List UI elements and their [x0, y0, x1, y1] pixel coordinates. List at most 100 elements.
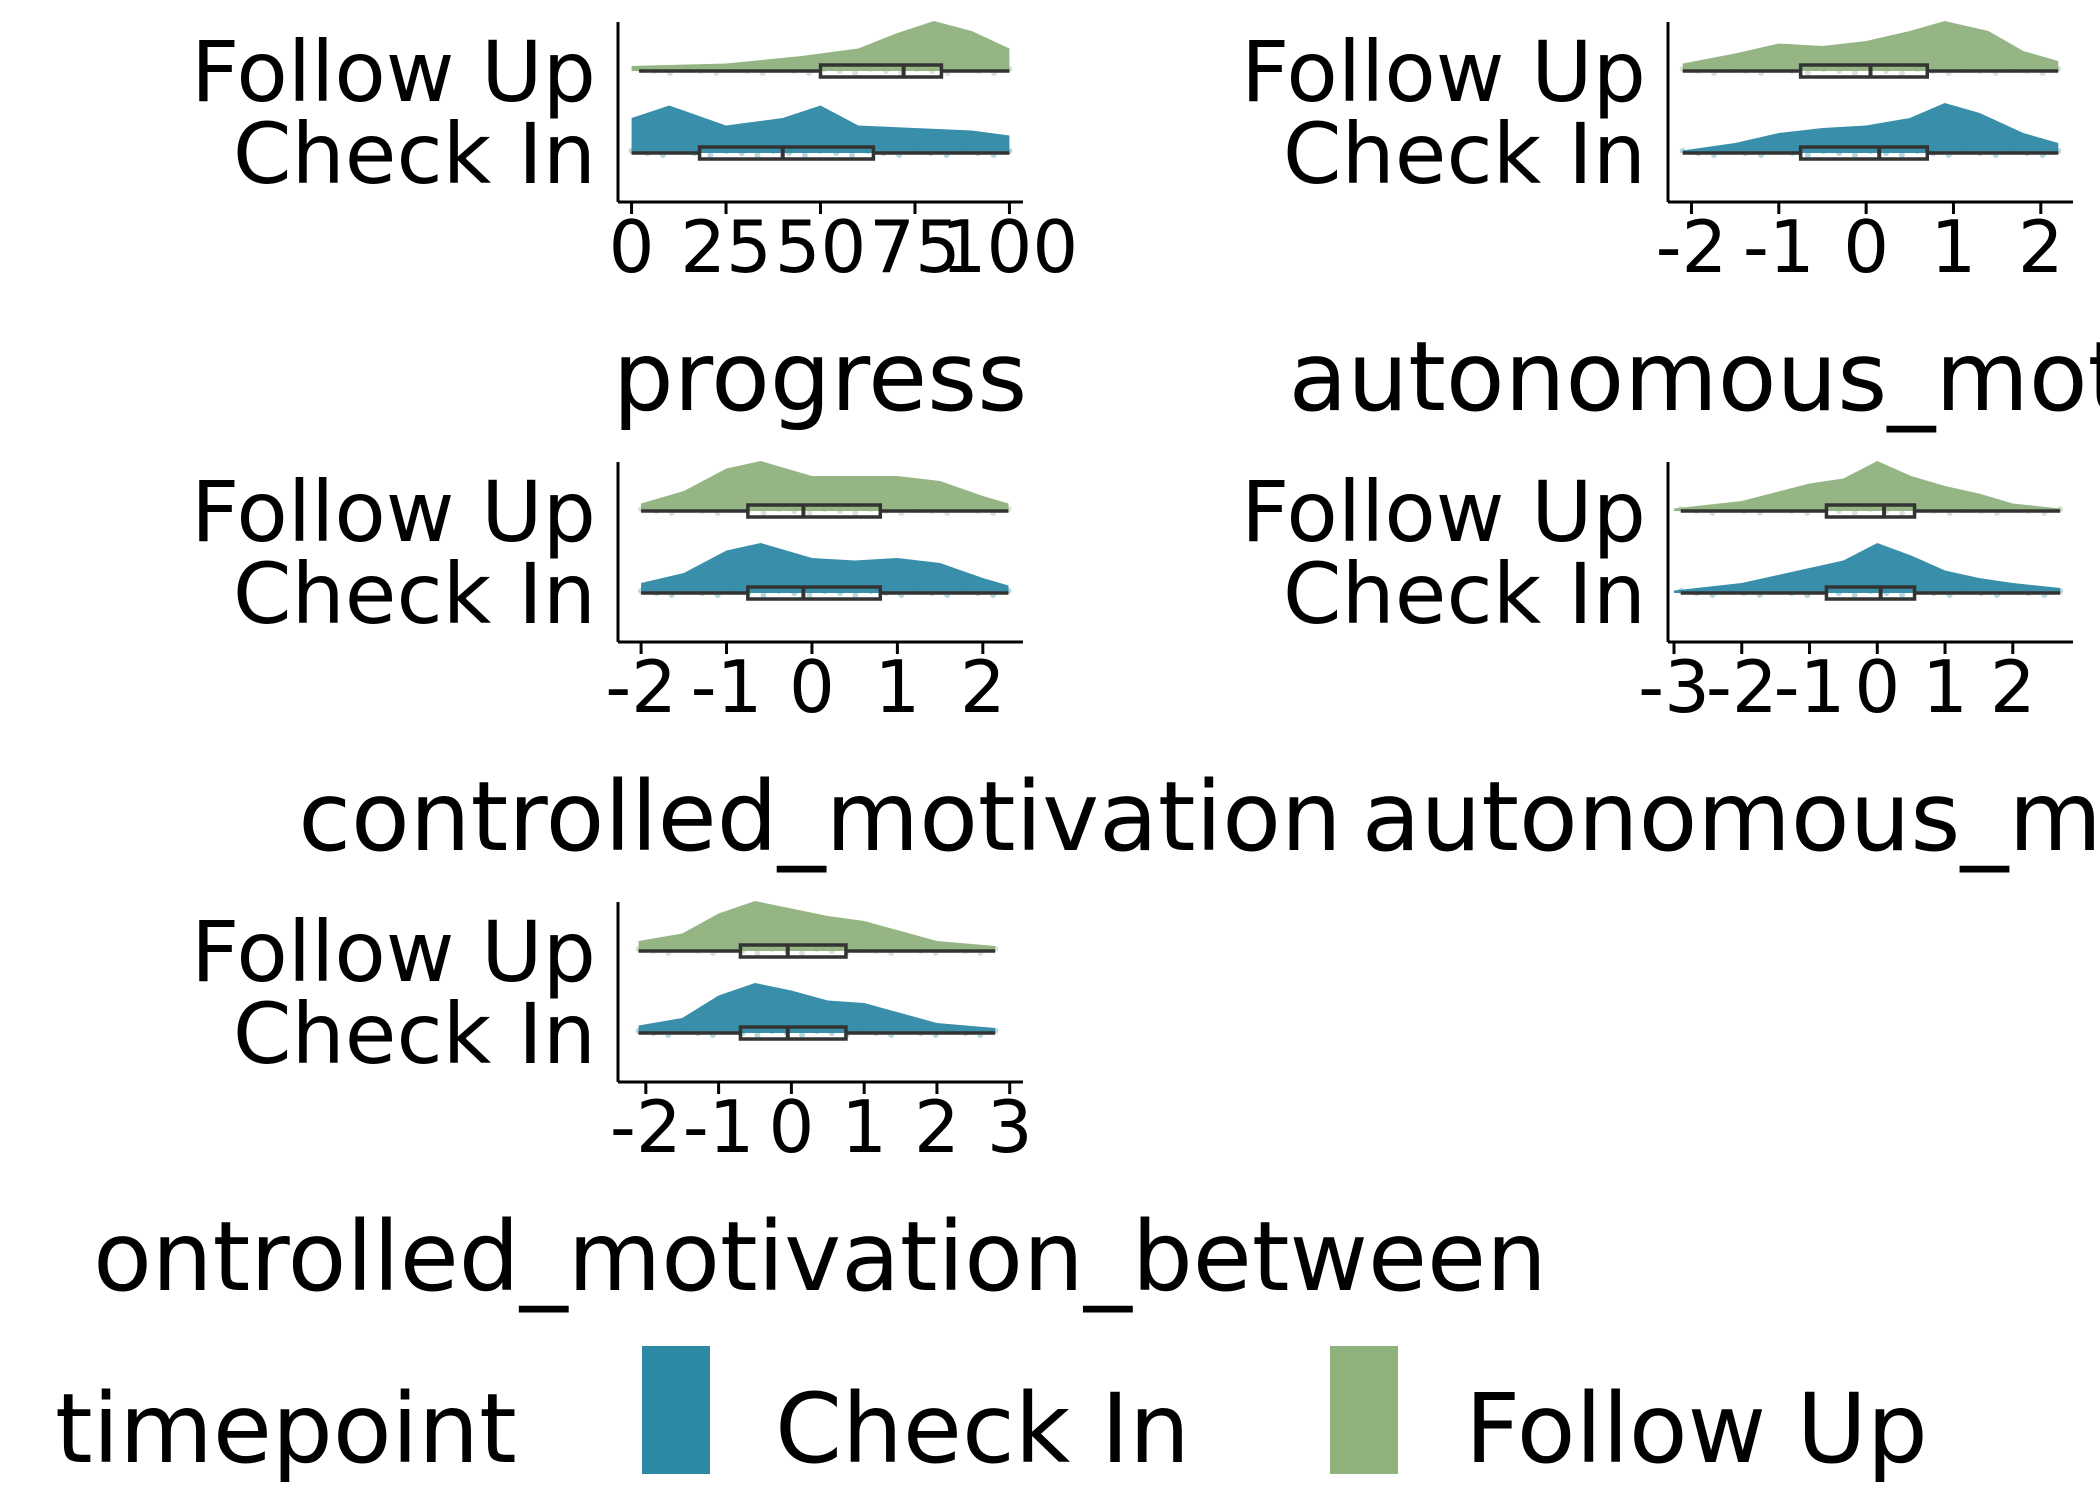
density-check-in: [638, 983, 996, 1033]
rain-point-check-in: [707, 152, 714, 158]
rain-point-follow-up: [828, 948, 835, 954]
rain-point-check-in: [801, 152, 808, 158]
x-tick-label: 75: [869, 205, 961, 289]
rain-point-follow-up: [883, 68, 889, 74]
x-tick-label: 1: [1922, 645, 1968, 729]
rain-point-check-in: [1851, 152, 1858, 158]
rain-point-follow-up: [775, 506, 782, 512]
x-tick-label: 0: [1843, 205, 1889, 289]
rain-point-follow-up: [867, 506, 874, 512]
x-tick-label: 2: [1990, 645, 2036, 729]
rain-point-check-in: [1883, 590, 1890, 596]
x-tick-label: 2: [2018, 205, 2064, 289]
rain-point-follow-up: [1851, 70, 1858, 76]
rain-point-check-in: [1820, 148, 1827, 154]
rain-point-check-in: [849, 152, 855, 158]
rain-point-check-in: [1835, 590, 1842, 596]
density-check-in: [1674, 543, 2061, 593]
rain-point-check-in: [738, 150, 745, 156]
category-label-follow-up: Follow Up: [191, 903, 596, 1001]
category-label-follow-up: Follow Up: [1241, 23, 1646, 121]
rain-point-check-in: [769, 1028, 776, 1034]
density-check-in: [641, 543, 1009, 593]
x-tick-label: 0: [768, 1085, 814, 1169]
rain-point-follow-up: [836, 68, 843, 74]
legend: timepoint Check In Follow Up: [55, 1346, 1928, 1485]
rain-point-check-in: [760, 592, 767, 598]
rain-point-follow-up: [1899, 510, 1906, 516]
x-tick-label: -1: [1774, 645, 1846, 729]
rain-point-follow-up: [791, 508, 798, 514]
rain-point-check-in: [806, 592, 813, 598]
rain-point-follow-up: [760, 510, 767, 516]
rain-point-check-in: [775, 588, 782, 594]
box-follow-up: [746, 503, 883, 519]
rain-point-follow-up: [821, 66, 828, 72]
rain-point-check-in: [817, 148, 824, 154]
legend-label-check-in: Check In: [775, 1373, 1190, 1485]
rain-point-follow-up: [929, 68, 936, 74]
x-axis-label: controlled_motivation: [298, 761, 1342, 873]
rain-point-follow-up: [852, 70, 859, 76]
rain-point-follow-up: [806, 510, 813, 516]
x-tick-label: 0: [609, 205, 655, 289]
x-tick-label: 1: [874, 645, 920, 729]
density-check-in: [631, 105, 1010, 153]
legend-swatch-check-in: [642, 1346, 710, 1474]
rain-point-follow-up: [754, 950, 761, 956]
density-follow-up: [641, 461, 1009, 511]
rain-point-follow-up: [852, 510, 859, 516]
rain-point-follow-up: [821, 506, 828, 512]
rain-point-check-in: [852, 592, 859, 598]
box-follow-up: [1824, 503, 1917, 519]
legend-swatch-follow-up: [1330, 1346, 1398, 1474]
rain-point-check-in: [837, 590, 844, 596]
x-tick-label: -2: [605, 645, 677, 729]
rain-point-follow-up: [1835, 508, 1842, 514]
category-label-follow-up: Follow Up: [191, 463, 596, 561]
x-tick-label: 50: [775, 205, 867, 289]
rain-point-follow-up: [1836, 68, 1843, 74]
x-tick-label: 1: [841, 1085, 887, 1169]
rain-point-check-in: [1804, 152, 1811, 158]
rain-point-check-in: [1836, 150, 1843, 156]
rain-point-check-in: [864, 148, 871, 154]
category-label-check-in: Check In: [1283, 545, 1646, 643]
x-tick-label: -2: [1656, 205, 1728, 289]
x-axis-label: autonomous_motivat: [1362, 761, 2100, 873]
rain-point-check-in: [867, 588, 874, 594]
rain-point-check-in: [770, 148, 777, 154]
category-label-follow-up: Follow Up: [1241, 463, 1646, 561]
box-follow-up: [1798, 63, 1930, 79]
x-tick-label: -2: [1706, 645, 1778, 729]
rain-point-follow-up: [913, 66, 920, 72]
x-tick-label: -3: [1638, 645, 1710, 729]
density-follow-up: [638, 901, 996, 951]
category-label-follow-up: Follow Up: [191, 23, 596, 121]
rain-point-check-in: [754, 152, 761, 158]
rain-point-check-in: [723, 148, 729, 154]
rain-point-check-in: [828, 1030, 835, 1036]
rain-point-follow-up: [1851, 510, 1858, 516]
rain-point-follow-up: [867, 66, 874, 72]
rain-point-check-in: [786, 150, 792, 156]
box-check-in: [738, 1025, 848, 1041]
x-tick-label: 3: [987, 1085, 1033, 1169]
rain-point-check-in: [1899, 592, 1906, 598]
legend-title: timepoint: [55, 1373, 517, 1485]
rain-point-check-in: [1914, 148, 1921, 154]
box-check-in: [746, 585, 883, 601]
x-tick-label: -2: [610, 1085, 682, 1169]
x-tick-label: 0: [789, 645, 835, 729]
rain-point-check-in: [1867, 148, 1874, 154]
x-tick-label: 2: [960, 645, 1006, 729]
category-label-check-in: Check In: [233, 545, 596, 643]
density-check-in: [1682, 103, 2059, 153]
rain-point-follow-up: [1804, 70, 1811, 76]
rain-point-check-in: [1851, 592, 1858, 598]
